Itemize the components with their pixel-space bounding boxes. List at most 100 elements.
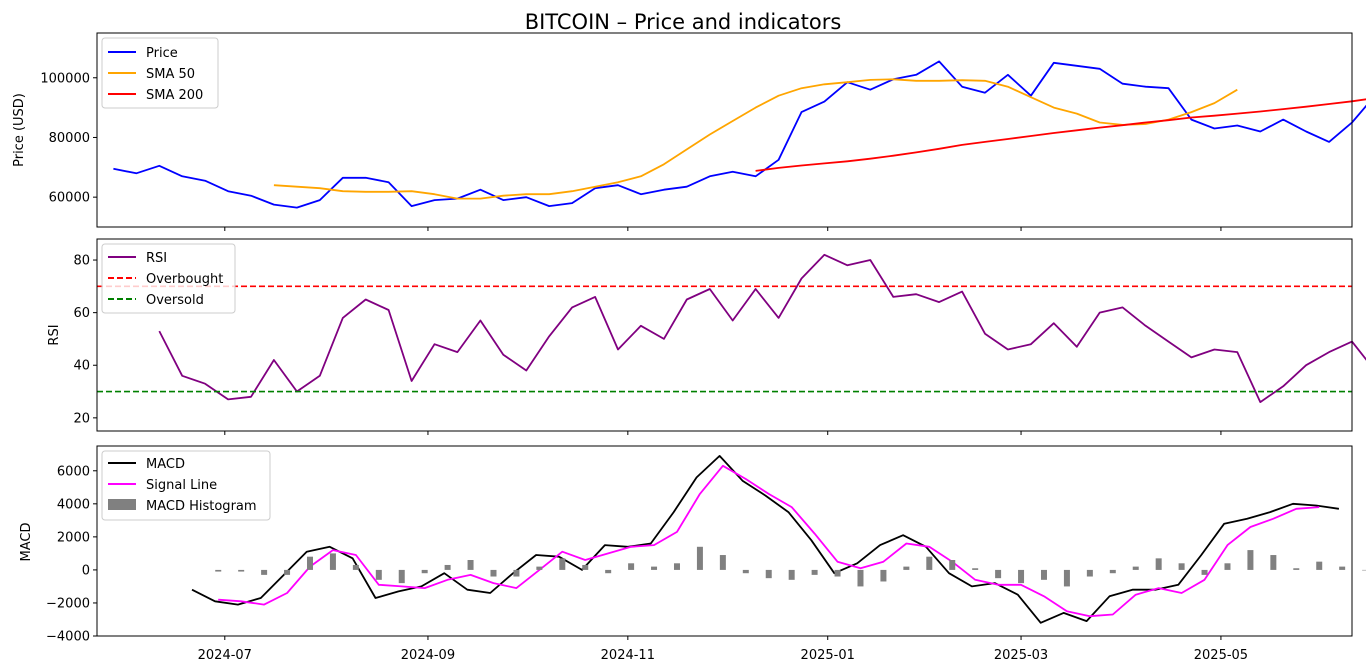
macd-histogram-bar — [811, 569, 818, 575]
macd-histogram-bar — [444, 564, 451, 570]
y-tick-label: 4000 — [57, 497, 90, 512]
y-tick-label: 20 — [73, 411, 90, 426]
macd-histogram-bar — [995, 569, 1002, 579]
y-tick-label: 60000 — [49, 191, 90, 206]
legend-sma50-label: SMA 50 — [146, 67, 195, 82]
y-tick-label: 0 — [82, 563, 90, 578]
price-legend: Price SMA 50 SMA 200 — [101, 37, 219, 109]
rsi-panel: RSI 20 40 60 80 RSI Overbought Oversold — [47, 238, 1366, 432]
macd-histogram-bar — [926, 556, 933, 570]
macd-histogram-bar — [329, 553, 336, 570]
macd-ylabel: MACD — [19, 523, 34, 562]
x-tick-label: 2024-09 — [401, 648, 455, 663]
x-tick-label: 2024-11 — [601, 648, 655, 663]
macd-histogram-bar — [651, 566, 658, 570]
price-series-line — [113, 60, 1366, 209]
price-panel: Price (USD) 60000 80000 100000 Price SMA 5… — [12, 32, 1366, 228]
macd-histogram-bar — [536, 566, 543, 570]
rsi-legend: RSI Overbought Oversold — [101, 243, 236, 314]
macd-histogram-bar — [972, 568, 979, 570]
y-tick-label: 80000 — [49, 131, 90, 146]
price-axes-frame — [96, 32, 1353, 228]
y-tick-label: 60 — [73, 306, 90, 321]
macd-histogram-bar — [1132, 566, 1139, 570]
macd-legend-box — [101, 450, 271, 521]
rsi-legend-box — [101, 243, 236, 314]
x-tick-label: 2025-05 — [1194, 648, 1248, 663]
sma-50-series-line — [273, 78, 1238, 200]
macd-histogram-bar — [742, 569, 749, 574]
macd-histogram-bar — [1362, 569, 1366, 571]
macd-histogram-bar — [857, 569, 864, 587]
macd-histogram-bar — [490, 569, 497, 577]
macd-histogram-bar — [696, 546, 703, 570]
macd-histogram-bar — [1339, 566, 1346, 570]
macd-histogram-bar — [903, 566, 910, 570]
y-tick-label: 6000 — [57, 464, 90, 479]
legend-oversold-label: Oversold — [146, 293, 204, 308]
legend-rsi-label: RSI — [146, 251, 167, 266]
x-axis: 2024-07 2024-09 2024-11 2025-01 2025-03 2025-… — [198, 227, 1248, 663]
macd-panel: MACD −4000 −2000 0 2000 4000 6000 MACD Signal… — [19, 445, 1366, 645]
price-legend-box — [101, 37, 219, 109]
legend-histogram-label: MACD Histogram — [146, 499, 257, 514]
price-ylabel: Price (USD) — [12, 93, 27, 167]
macd-histogram-bar — [628, 563, 635, 570]
macd-histogram-bar — [605, 569, 612, 574]
macd-histogram-bar — [719, 555, 726, 570]
x-tick-label: 2024-07 — [198, 648, 252, 663]
macd-histogram-bar — [880, 569, 887, 582]
macd-histogram-bar — [765, 569, 772, 579]
y-tick-label: −4000 — [46, 630, 90, 645]
macd-histogram-bar — [1086, 569, 1093, 577]
macd-histogram-bar — [375, 569, 382, 580]
legend-sma200-label: SMA 200 — [146, 88, 203, 103]
macd-histogram-bar — [673, 563, 680, 570]
signal-line-series-line — [218, 464, 1320, 618]
macd-histogram-bar — [834, 569, 841, 577]
macd-histogram-bar — [559, 558, 566, 570]
y-tick-label: −2000 — [46, 596, 90, 611]
macd-histogram-bar — [238, 569, 245, 572]
macd-axes-frame — [96, 445, 1353, 637]
y-tick-label: 100000 — [40, 71, 90, 86]
macd-histogram-bar — [582, 564, 589, 570]
macd-histogram-bar — [1224, 563, 1231, 570]
macd-histogram-bar — [1201, 569, 1208, 575]
macd-histogram-bar — [398, 569, 405, 584]
macd-histogram-bar — [1109, 569, 1116, 574]
macd-histogram-bar — [1178, 563, 1185, 570]
macd-histogram-bar — [352, 564, 359, 570]
y-tick-label: 80 — [73, 254, 90, 269]
macd-histogram-bar — [1018, 569, 1025, 584]
legend-overbought-label: Overbought — [146, 272, 223, 287]
rsi-series-line — [158, 253, 1366, 404]
legend-signal-label: Signal Line — [146, 478, 217, 493]
macd-histogram-bar — [1316, 561, 1323, 570]
macd-histogram-bar — [949, 560, 956, 570]
legend-histogram-swatch — [108, 499, 136, 510]
macd-histogram-bar — [467, 560, 474, 570]
macd-histogram-bar — [1063, 569, 1070, 587]
macd-series-line — [191, 454, 1340, 624]
sma-200-series-line — [755, 98, 1366, 172]
macd-histogram-bar — [1270, 555, 1277, 570]
x-tick-label: 2025-01 — [801, 648, 855, 663]
legend-macd-label: MACD — [146, 457, 185, 472]
y-tick-label: 40 — [73, 359, 90, 374]
macd-histogram-bar — [1040, 569, 1047, 580]
macd-histogram-bar — [421, 569, 428, 574]
macd-histogram-bar — [1247, 550, 1254, 570]
macd-histogram-bar — [1293, 568, 1300, 570]
macd-histogram-bar — [261, 569, 268, 575]
chart-title: BITCOIN – Price and indicators — [525, 10, 842, 34]
rsi-ylabel: RSI — [47, 324, 62, 345]
macd-histogram-bar — [1155, 558, 1162, 570]
macd-legend: MACD Signal Line MACD Histogram — [101, 450, 271, 521]
macd-histogram-bar — [306, 556, 313, 570]
macd-histogram-bar — [215, 569, 222, 572]
macd-histogram-bar — [513, 569, 520, 577]
rsi-axes-frame — [96, 238, 1353, 432]
macd-histogram-bar — [284, 569, 291, 575]
